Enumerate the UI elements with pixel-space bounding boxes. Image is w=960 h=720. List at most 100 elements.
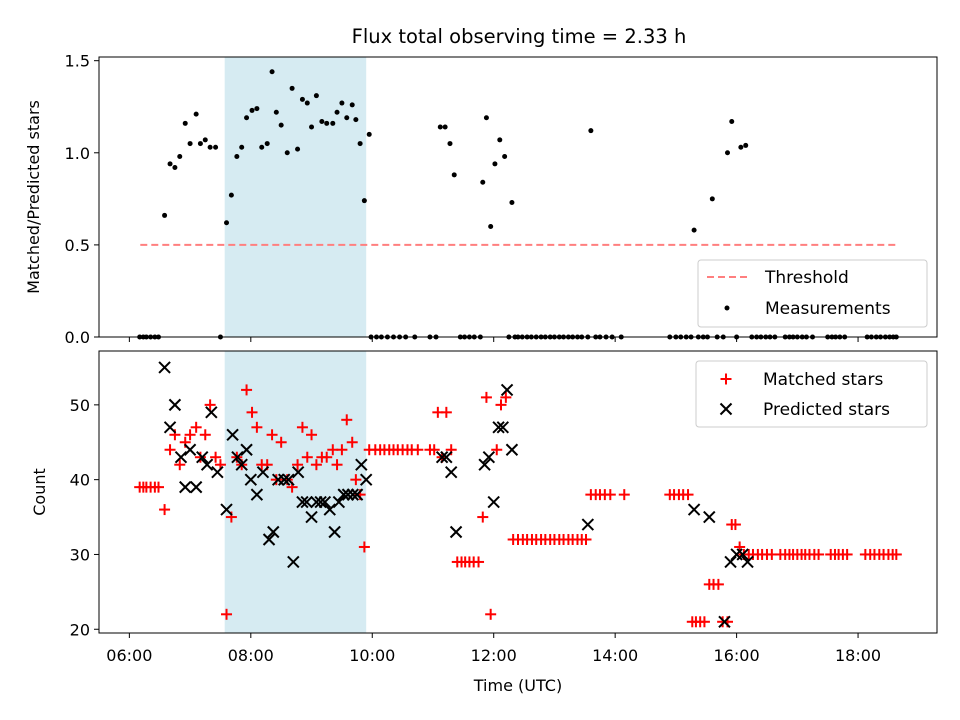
measurement-point [309, 124, 315, 130]
measurement-point [738, 144, 744, 150]
predicted-star-point [211, 465, 224, 479]
measurement-point [488, 223, 494, 229]
predicted-star-point [314, 495, 327, 509]
top-axes-frame [98, 56, 938, 338]
matched-star-point [296, 421, 308, 433]
cross-stroke [492, 421, 505, 434]
cross-stroke [741, 555, 754, 569]
measurement-point [344, 115, 350, 121]
cross-stroke [332, 495, 346, 509]
matched-star-point [164, 444, 176, 456]
measurement-point [447, 141, 453, 147]
measurement-point [273, 109, 279, 115]
cross-stroke [337, 488, 350, 501]
measurement-point [269, 69, 275, 75]
measurement-point [177, 153, 183, 159]
predicted-star-point [350, 488, 364, 501]
measurement-point [437, 124, 443, 130]
cross-stroke [174, 451, 188, 464]
matched-star-point [221, 608, 233, 620]
matched-star-point [292, 459, 304, 471]
measurement-point [324, 120, 330, 126]
predicted-star-point [440, 451, 453, 464]
cross-stroke [231, 451, 244, 464]
cross-stroke [200, 458, 214, 471]
predicted-star-point [482, 451, 496, 464]
matched-star-point [580, 533, 592, 545]
legend-matched-label: Matched stars [763, 370, 883, 390]
legend-measurements-swatch [724, 305, 730, 311]
measurement-point [492, 161, 498, 167]
measurement-point [366, 131, 372, 137]
matched-star-point [306, 429, 318, 441]
predicted-star-point [240, 443, 253, 456]
predicted-star-point [500, 383, 514, 397]
predicted-star-point [250, 488, 264, 501]
predicted-star-point [332, 495, 346, 509]
predicted-star-point [256, 465, 270, 479]
cross-stroke [482, 451, 496, 464]
measurement-point [224, 220, 230, 226]
predicted-star-point [278, 473, 291, 486]
predicted-star-point [163, 421, 177, 434]
measurement-point [313, 93, 319, 99]
bottom-y-axis-label: Count [30, 468, 49, 516]
x-tick-label: 16:00 [714, 646, 760, 665]
predicted-star-point [581, 518, 595, 531]
matched-star-point [194, 451, 206, 463]
x-axis-label: Time (UTC) [473, 676, 562, 695]
cross-stroke [736, 548, 749, 561]
measurement-point [349, 102, 355, 108]
x-tick-label: 12:00 [471, 646, 517, 665]
predicted-star-point [244, 473, 258, 486]
cross-stroke [226, 428, 239, 441]
measurement-point [202, 137, 208, 143]
x-tick-label: 10:00 [349, 646, 395, 665]
predicted-star-point [505, 443, 519, 456]
bottom-y-tick-label: 30 [70, 545, 90, 564]
x-tick-label: 18:00 [835, 646, 881, 665]
measurement-point [228, 192, 234, 198]
measurement-point [264, 141, 270, 147]
matched-star-point [251, 421, 263, 433]
predicted-star-point [262, 533, 276, 546]
figure-title: Flux total observing time = 2.33 h [352, 25, 687, 48]
matched-star-point [153, 481, 165, 493]
measurement-point [353, 117, 359, 123]
measurement-point [442, 124, 448, 130]
cross-stroke [346, 488, 360, 501]
predicted-star-point [355, 458, 368, 471]
measurement-point [502, 153, 508, 159]
measurement-point [339, 100, 345, 106]
matched-star-point [618, 489, 630, 501]
predicted-star-point [179, 480, 192, 494]
cross-stroke [282, 473, 295, 486]
cross-stroke [256, 465, 270, 479]
x-tick-label: 14:00 [592, 646, 638, 665]
measurement-point [172, 165, 178, 171]
top-observing-span [224, 57, 367, 337]
cross-stroke [355, 458, 368, 471]
cross-stroke [278, 473, 291, 486]
cross-stroke [305, 510, 318, 524]
predicted-star-point [200, 458, 214, 471]
measurement-point [330, 120, 336, 126]
measurement-point [691, 227, 697, 233]
cross-stroke [196, 451, 209, 464]
predicted-star-point [158, 361, 171, 374]
cross-stroke [211, 465, 224, 479]
legend-predicted-swatch [719, 402, 733, 416]
cross-stroke [244, 473, 258, 486]
predicted-star-point [496, 421, 510, 434]
matched-star-point [341, 414, 353, 426]
predicted-star-point [478, 458, 491, 471]
matched-star-point [841, 548, 853, 560]
ratio-panel: 0.0 0.5 1.0 1.5 Matched/Predicted stars Thr… [24, 52, 938, 347]
matched-star-point [346, 436, 358, 448]
measurement-point [480, 179, 486, 185]
matched-star-point [495, 399, 507, 411]
cross-stroke [287, 555, 300, 569]
cross-stroke [505, 443, 519, 456]
top-legend: Threshold Measurements [697, 259, 928, 328]
matched-star-point [477, 511, 489, 523]
